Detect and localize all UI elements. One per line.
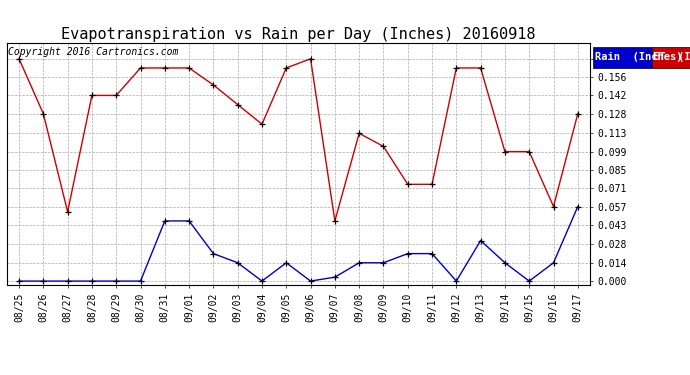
Text: Copyright 2016 Cartronics.com: Copyright 2016 Cartronics.com xyxy=(8,47,179,57)
Title: Evapotranspiration vs Rain per Day (Inches) 20160918: Evapotranspiration vs Rain per Day (Inch… xyxy=(61,27,535,42)
Text: ET  (Inches): ET (Inches) xyxy=(653,52,690,62)
Text: Rain  (Inches): Rain (Inches) xyxy=(595,52,682,62)
